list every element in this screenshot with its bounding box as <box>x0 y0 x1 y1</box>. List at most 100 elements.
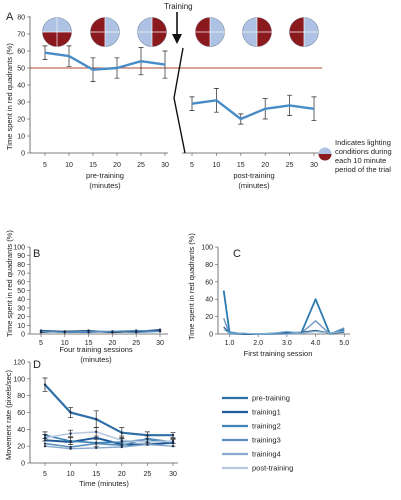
panel-b-xlabel-line1: Four training sessions <box>59 345 133 354</box>
panel-a-ylabel: Time spent in red quadrants (%) <box>5 43 14 150</box>
panel-b-ytick-label: 30 <box>17 305 25 312</box>
panel-d-series-line <box>44 431 174 443</box>
panel-a-xtick-label: 20 <box>113 162 121 169</box>
panel-a-ytick-label: 20 <box>17 117 25 124</box>
panel-d-ytick-label: 20 <box>17 444 25 451</box>
panel-d-point <box>171 439 175 443</box>
panel-d-point <box>43 444 47 448</box>
panel-d-xtick-label: 10 <box>67 471 75 478</box>
panel-b-ytick-label: 10 <box>17 323 25 330</box>
post-training-line <box>191 99 315 121</box>
panel-d-point <box>146 437 149 440</box>
panel-b-ytick-label: 60 <box>17 279 25 286</box>
panel-c-ytick-label: 40 <box>205 297 213 304</box>
panel-c-letter: C <box>233 248 241 260</box>
panel-d-point <box>43 439 47 442</box>
panel-d-xtick-label: 5 <box>43 471 47 478</box>
panel-d-point <box>95 436 98 439</box>
panel-d-ytick-label: 0 <box>21 461 25 468</box>
panel-d-point <box>69 439 72 443</box>
lighting-condition-icon <box>242 17 272 47</box>
panel-c-ytick-label: 20 <box>205 314 213 321</box>
panel-d-point <box>43 436 47 439</box>
training-annotation: Training <box>164 2 193 11</box>
panel-d-point <box>43 434 47 437</box>
panel-d-series-line <box>44 383 173 437</box>
panel-a-letter: A <box>6 11 14 23</box>
lighting-condition-icon <box>289 17 319 47</box>
panel-c: C 0 20 40 60 80 100 1.0 2.0 3.0 4.0 5.0 Time spen… <box>187 233 350 358</box>
panel-d-point <box>95 446 98 450</box>
panel-d-point <box>95 418 98 421</box>
panel-d-legend-label: post-training <box>252 464 293 473</box>
panel-d-point <box>171 434 175 437</box>
panel-b-ytick-label: 50 <box>17 288 25 295</box>
panel-c-xtick-label: 4.0 <box>311 340 321 347</box>
panel-d-point <box>69 445 72 449</box>
panel-c-ytick-label: 0 <box>209 332 213 339</box>
panel-a-xtick-label: 5 <box>43 162 47 169</box>
panel-c-ytick-label: 80 <box>205 262 213 269</box>
panel-b-ytick-label: 70 <box>17 271 25 278</box>
panel-d-point <box>146 443 149 446</box>
panel-b-letter: B <box>33 248 40 260</box>
lighting-condition-icon <box>90 17 120 47</box>
panel-b-ytick-label: 100 <box>13 245 25 252</box>
panel-d-legend-label: training1 <box>252 408 281 417</box>
panel-b-xtick-label: 20 <box>109 340 117 347</box>
panel-a-xtick-label: 30 <box>310 162 318 169</box>
panel-d-point <box>120 431 124 434</box>
panel-d-point <box>43 442 47 445</box>
panel-a-xtick-label: 25 <box>286 162 294 169</box>
panel-b-xtick-label: 25 <box>132 340 140 347</box>
panel-a: A 0 10 20 30 40 50 60 70 80 5 10 15 20 25 30 pre-train… <box>5 2 392 190</box>
lighting-condition-icon <box>195 17 225 47</box>
panel-d-legend-label: training2 <box>252 422 281 431</box>
panel-d-point <box>146 434 149 437</box>
panel-d-ytick-label: 40 <box>17 427 25 434</box>
panel-b-point <box>63 331 66 334</box>
panel-c-series-line <box>223 329 345 335</box>
panel-d-ytick-label: 80 <box>17 393 25 400</box>
panel-d-letter: D <box>33 359 41 371</box>
lighting-legend-icon <box>318 147 332 161</box>
panel-a-xtick-label: 5 <box>190 162 194 169</box>
pre-training-line <box>44 51 166 71</box>
panel-c-ylabel: Time spent in red quadrants (%) <box>187 233 196 340</box>
panel-c-ytick-label: 60 <box>205 279 213 286</box>
panel-d-series-line <box>44 437 174 448</box>
panel-b-xtick-label: 10 <box>61 340 69 347</box>
panel-d-ytick-label: 60 <box>17 410 25 417</box>
panel-b-ytick-label: 40 <box>17 297 25 304</box>
panel-b-point <box>158 330 162 333</box>
panel-d-point <box>69 411 72 414</box>
panel-a-error-bar <box>162 50 168 79</box>
panel-d: D 0 20 40 60 80 100 120 5 10 15 20 25 30 Movement r… <box>4 359 293 488</box>
panel-d-point <box>69 447 72 450</box>
panel-c-xtick-label: 1.0 <box>225 340 235 347</box>
panel-d-xtick-label: 15 <box>92 471 100 478</box>
panel-d-ylabel: Movement rate (pixels/sec) <box>4 369 13 460</box>
panel-d-point <box>69 432 72 435</box>
panel-a-xtick-label: 10 <box>65 162 73 169</box>
panel-a-xtick-label: 15 <box>89 162 97 169</box>
panel-b-point <box>87 330 90 333</box>
panel-c-xtick-label: 2.0 <box>253 340 263 347</box>
panel-a-ytick-label: 30 <box>17 100 25 107</box>
panel-d-ytick-label: 120 <box>13 360 25 367</box>
panel-d-point <box>43 383 47 386</box>
panel-a-xlabel-line1: pre-training <box>86 171 124 180</box>
panel-b-ytick-label: 0 <box>21 332 25 339</box>
panel-d-point <box>120 444 124 447</box>
panel-b-point <box>39 330 43 333</box>
panel-d-legend-label: pre-training <box>252 394 290 403</box>
panel-b-ytick-label: 20 <box>17 314 25 321</box>
panel-d-series-line <box>44 443 174 450</box>
panel-a-xtick-label: 15 <box>237 162 245 169</box>
panel-a-xtick-label: 10 <box>213 162 221 169</box>
panel-a-ytick-label: 50 <box>17 66 25 73</box>
panel-d-legend-label: training4 <box>252 450 281 459</box>
panel-c-ytick-label: 100 <box>201 245 213 252</box>
panel-c-xtick-label: 5.0 <box>339 340 349 347</box>
